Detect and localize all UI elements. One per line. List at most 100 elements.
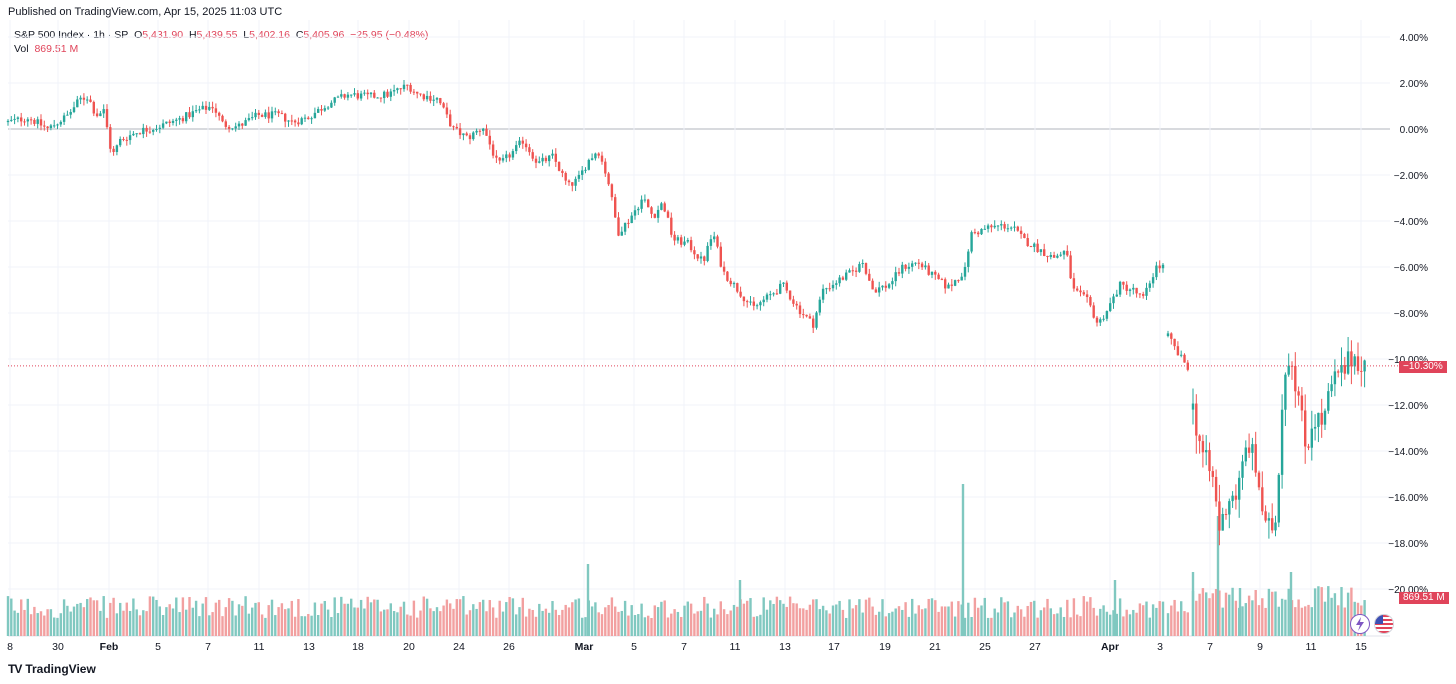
candle-body [643,199,647,201]
x-tick-label: 26 [503,641,515,653]
volume-bar [416,617,419,636]
volume-bar [1254,590,1257,636]
candle-body [574,178,577,186]
volume-bar [264,617,267,636]
candle-body [452,126,455,128]
volume-bar [1205,592,1208,636]
volume-bar [465,614,468,636]
candle-body [505,154,508,159]
volume-bar [135,609,138,636]
volume-bar [924,608,927,636]
candle-body [1142,294,1145,296]
candle-body [689,240,693,251]
candle-body [95,113,99,117]
volume-value: 869.51 M [34,43,79,55]
volume-bar [524,616,528,636]
volume-bar [835,604,838,636]
volume-bar [1062,616,1066,636]
candle-body [650,207,653,214]
candle-body [851,270,854,272]
low-label: L [243,29,250,41]
volume-bar [419,610,422,636]
candle-body [627,222,630,224]
volume-bar [1105,611,1109,636]
x-tick-label: 27 [1029,641,1041,653]
candle-body [33,119,36,124]
volume-bar [310,615,313,636]
volume-bar [1176,611,1180,636]
volume-bar [92,600,95,636]
us-flag-icon[interactable] [1374,614,1394,634]
volume-bar [379,611,383,636]
volume-bar [109,602,112,636]
candle-body [746,301,749,303]
candle-body [350,94,353,96]
volume-bar [340,596,343,636]
candle-body [1218,501,1221,531]
candle-body [330,102,333,108]
volume-bar [650,617,653,636]
candle-body [244,120,247,126]
candle-body [363,92,366,94]
candle-body [1029,246,1033,248]
candle-body [132,133,135,136]
candle-body [89,99,92,102]
candle-body [86,99,89,101]
volume-bar [343,603,346,636]
volume-bar [10,598,13,636]
candle-body [102,109,105,114]
volume-bar [1208,598,1211,636]
candle-body [270,111,274,119]
volume-bar [336,613,340,636]
volume-bar [359,599,363,636]
candle-body [917,262,920,264]
volume-bar [1059,607,1062,636]
candle-body [1264,511,1267,521]
volume-bar [1274,591,1277,636]
candle-body [934,271,937,275]
volume-bar [808,604,812,636]
candle-body [1166,333,1170,336]
candle-body [241,123,244,126]
volume-bar [412,600,416,636]
candle-body [983,228,986,230]
candle-body [1346,351,1350,374]
volume-bar [33,606,36,636]
candle-body [901,264,904,274]
volume-bar [257,602,260,636]
volume-bar [716,614,719,636]
last-price-badge: −10.30% [1399,361,1447,373]
candle-body [1307,446,1310,448]
volume-bar [581,617,584,636]
candle-body [798,305,802,315]
candle-body [1151,277,1155,284]
candle-body [155,129,158,131]
candle-body [1039,249,1043,253]
candle-body [218,112,221,116]
volume-bar [194,600,198,636]
candle-body [23,121,26,123]
candle-body [1046,255,1049,257]
volume-bar [765,609,769,636]
candle-body [1056,255,1059,258]
candle-body [1317,412,1320,427]
volume-bar [300,616,303,636]
candle-body [1360,370,1363,372]
volume-bar [1158,601,1161,636]
volume-bar [1337,605,1340,636]
candle-body [82,97,86,100]
volume-bar [383,609,386,636]
volume-bar [1294,607,1297,636]
candle-body [940,279,944,281]
volume-bar [897,606,901,636]
candle-body [854,270,858,272]
lightning-icon[interactable] [1350,614,1370,634]
volume-bar [1310,607,1313,636]
candle-body [109,127,112,149]
volume-bar [729,610,732,636]
candle-body [194,110,198,112]
candle-body [307,117,310,120]
candle-body [234,126,237,129]
volume-bar [69,611,72,636]
